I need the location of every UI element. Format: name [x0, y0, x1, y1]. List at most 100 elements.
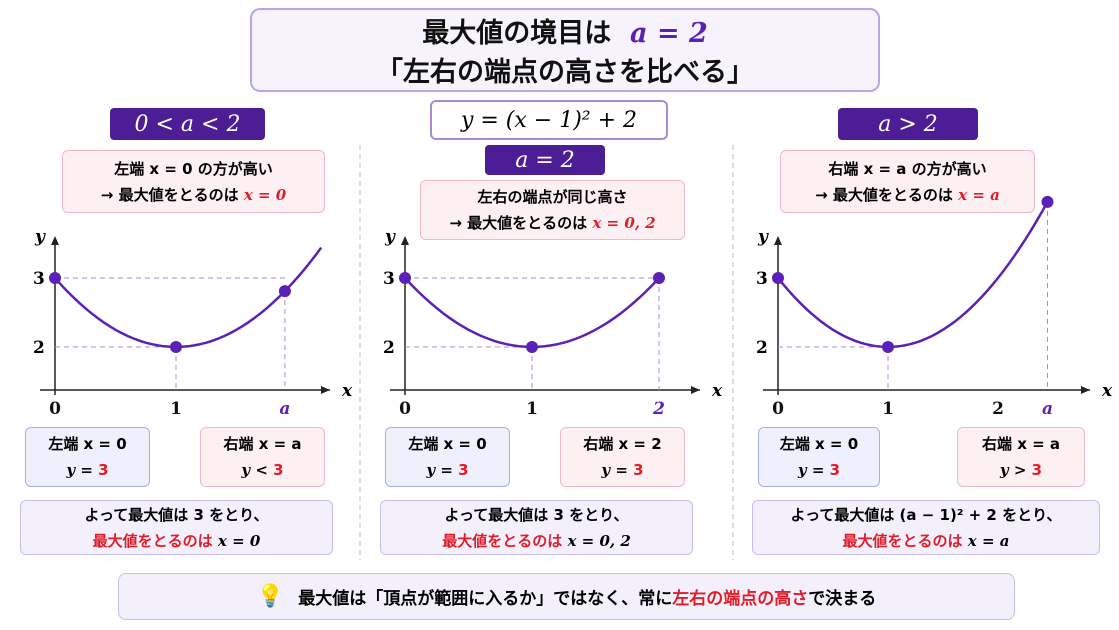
conclusion: よって最大値は (a − 1)² + 2 をとり、最大値をとるのは x = a	[752, 500, 1100, 555]
bubble: 左端 x = 0 y = 3	[25, 427, 150, 487]
bubble-line: 右端 x = a	[982, 431, 1060, 457]
conclusion-line: 最大値をとるのは x = 0	[93, 528, 261, 554]
bubble-text: 左端 x = 0	[408, 435, 487, 453]
note-answer: x = 0, 2	[592, 214, 656, 232]
bubble-line: y = 3	[426, 457, 468, 483]
conclusion-text: 最大値をとるのは	[442, 531, 563, 550]
axis-label: y	[34, 227, 46, 247]
footer: 💡 最大値は「頂点が範囲に入るか」ではなく、常に 左右の端点の高さ で決まる	[118, 573, 1015, 620]
point	[399, 272, 411, 284]
point	[882, 341, 894, 353]
conclusion: よって最大値は 3 をとり、 最大値をとるのは x = 0, 2	[380, 500, 693, 555]
conclusion: よって最大値は 3 をとり、 最大値をとるのは x = 0	[20, 500, 333, 555]
footer-highlight: 左右の端点の高さ	[672, 589, 809, 609]
note-line: → 最大値をとるのは x = 0	[101, 182, 286, 208]
axis-label: x	[341, 381, 353, 401]
bubble: 右端 x = 2 y = 3	[560, 427, 685, 487]
bubble-value: 3	[633, 461, 644, 479]
bubble-text: 右端 x = a	[981, 435, 1061, 453]
bubble: 右端 x = a y > 3	[957, 427, 1085, 487]
bubble-line: y > 3	[1000, 457, 1042, 483]
note: 左右の端点が同じ高さ → 最大値をとるのは x = 0, 2	[420, 180, 685, 240]
bubble-text: 右端 x = 2	[583, 435, 662, 453]
conclusion-text: 最大値をとるのは	[842, 531, 963, 550]
arrow	[774, 236, 1090, 394]
bubble: 左端 x = 0 y = 3	[758, 427, 880, 487]
bubble-line: 右端 x = a	[223, 431, 301, 457]
x-label: 1	[526, 399, 538, 419]
bubble: 左端 x = 0 y = 3	[385, 427, 510, 487]
point	[772, 272, 784, 284]
bubble-line: y = 3	[798, 457, 840, 483]
title-line: 最大値の境目は a = 2	[422, 11, 708, 50]
conclusion-line: 最大値をとるのは x = a	[843, 528, 1010, 554]
formula: y = (x − 1)² + 2	[430, 100, 668, 140]
x-label: 0	[49, 399, 61, 419]
point	[170, 341, 182, 353]
bubble-line: 左端 x = 0	[408, 431, 486, 457]
bubble-value: 3	[829, 461, 841, 479]
point	[278, 285, 291, 298]
note-line: 左端 x = 0 の方が高い	[114, 156, 273, 182]
x-label: a	[1042, 399, 1053, 419]
axis-label: y	[384, 227, 396, 247]
y-label: 3	[33, 269, 45, 289]
point	[653, 272, 665, 284]
conclusion-answer: x = 0	[217, 531, 261, 550]
y-label: 2	[756, 338, 768, 358]
note-answer: x = a	[958, 185, 1000, 204]
bubble-text: y >	[999, 461, 1027, 479]
note: 右端 x = a の方が高い → 最大値をとるのは x = a	[780, 150, 1035, 213]
axis-label: y	[757, 227, 769, 247]
note-text: → 最大値をとるのは	[100, 185, 239, 204]
y-label: 2	[383, 338, 395, 358]
bubble-text: 左端 x = 0	[48, 435, 127, 453]
conclusion-answer: x = 0, 2	[567, 531, 631, 550]
conclusion-line: 最大値をとるのは x = 0, 2	[442, 528, 631, 554]
bubble-text: y =	[66, 461, 93, 479]
note-text: → 最大値をとるのは	[815, 185, 953, 204]
bubble-text: y =	[797, 461, 825, 479]
y-label: 3	[383, 269, 395, 289]
title-box: 最大値の境目は a = 2 「左右の端点の高さを比べる」	[250, 8, 880, 92]
conclusion-text: 最大値をとるのは	[92, 531, 213, 550]
bubble-text: y <	[241, 461, 268, 479]
bubble-value: 3	[458, 461, 469, 479]
bubble-text: 左端 x = 0	[779, 435, 859, 453]
note-line: → 最大値をとるのは x = 0, 2	[449, 210, 655, 236]
point	[1041, 195, 1054, 208]
note-text: 右端 x = a の方が高い	[828, 159, 987, 178]
x-label: 2	[992, 399, 1004, 419]
footer-text: で決まる	[808, 589, 877, 609]
bubble-line: 左端 x = 0	[780, 431, 858, 457]
point	[526, 341, 538, 353]
x-label: 1	[170, 399, 182, 419]
note-line: → 最大値をとるのは x = a	[815, 182, 1000, 208]
footer-text: 最大値は「頂点が範囲に入るか」ではなく、常に	[298, 589, 673, 609]
title-subtext: 「左右の端点の高さを比べる」	[376, 57, 754, 88]
curve	[777, 201, 1049, 349]
note-text: 左端 x = 0 の方が高い	[114, 159, 273, 178]
bubble-line: y = 3	[601, 457, 643, 483]
bubble-text: 右端 x = a	[223, 435, 302, 453]
x-label: 0	[772, 399, 784, 419]
title-text: 最大値の境目は	[422, 18, 612, 49]
conclusion-text: よって最大値は (a − 1)² + 2 をとり、	[790, 505, 1062, 524]
conclusion-line: よって最大値は 3 をとり、	[444, 502, 628, 528]
x-label: a	[279, 399, 290, 419]
x-label: 0	[399, 399, 411, 419]
note-line: 右端 x = a の方が高い	[828, 156, 986, 182]
x-label: 1	[882, 399, 894, 419]
y-label: 3	[756, 269, 768, 289]
bubble-line: 左端 x = 0	[48, 431, 126, 457]
note-text: 左右の端点が同じ高さ	[477, 188, 628, 206]
bubble-line: y = 3	[66, 457, 108, 483]
conclusion-line: よって最大値は (a − 1)² + 2 をとり、	[791, 502, 1062, 528]
note: 左端 x = 0 の方が高い → 最大値をとるのは x = 0	[62, 150, 325, 213]
bubble-value: 3	[273, 461, 284, 479]
bubble-value: 3	[1031, 461, 1043, 479]
bubble-text: y =	[601, 461, 628, 479]
note-answer: x = 0	[243, 185, 287, 204]
axis-label: x	[1101, 381, 1113, 401]
